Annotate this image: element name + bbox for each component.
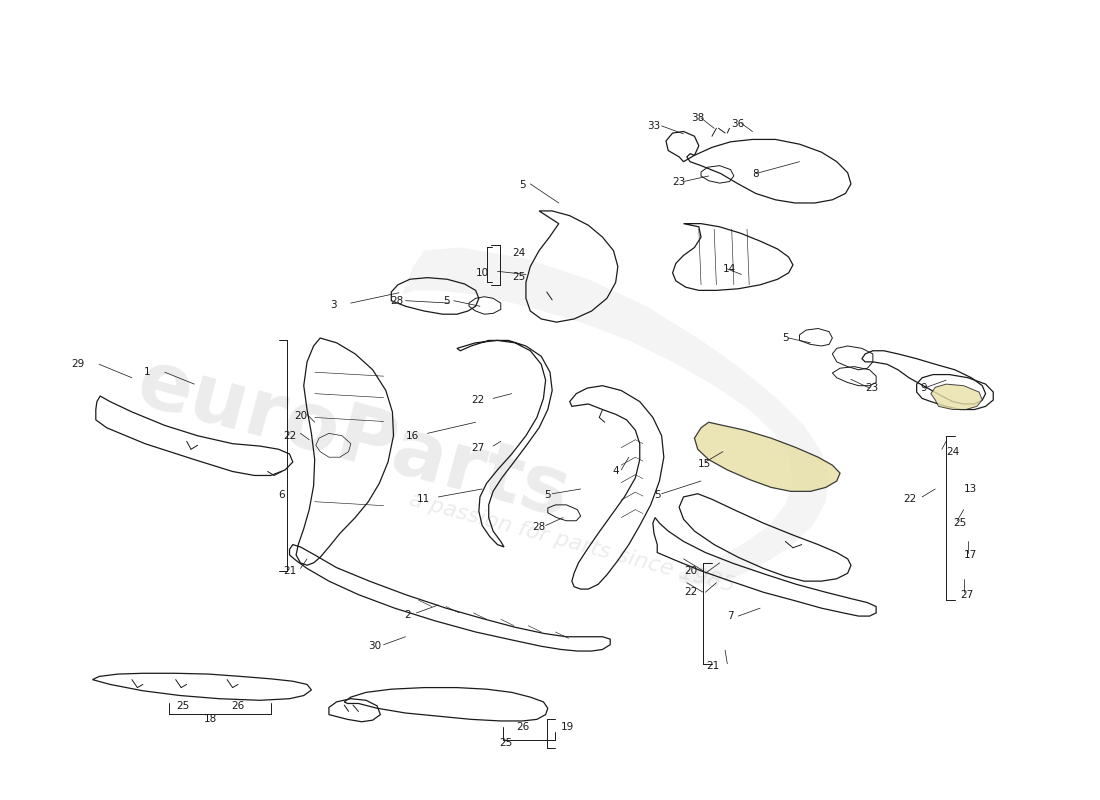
Text: 5: 5 bbox=[782, 333, 789, 343]
Text: 7: 7 bbox=[727, 611, 734, 621]
Text: 14: 14 bbox=[723, 264, 736, 274]
Text: 22: 22 bbox=[684, 587, 697, 598]
Text: 18: 18 bbox=[205, 714, 218, 724]
Polygon shape bbox=[931, 384, 982, 410]
Text: 3: 3 bbox=[330, 300, 337, 310]
Text: 29: 29 bbox=[72, 359, 85, 370]
Text: 5: 5 bbox=[442, 296, 449, 306]
Text: 16: 16 bbox=[406, 430, 419, 441]
Text: euroParts: euroParts bbox=[129, 345, 578, 535]
Text: 24: 24 bbox=[946, 446, 959, 457]
Text: a passion for parts since 1985: a passion for parts since 1985 bbox=[407, 490, 737, 596]
Text: 38: 38 bbox=[691, 113, 704, 123]
Polygon shape bbox=[403, 247, 829, 584]
Text: 21: 21 bbox=[283, 566, 296, 576]
Text: 5: 5 bbox=[544, 490, 551, 500]
Text: 6: 6 bbox=[278, 490, 285, 500]
Text: 11: 11 bbox=[417, 494, 430, 504]
Text: 5: 5 bbox=[654, 490, 661, 500]
Text: 30: 30 bbox=[368, 642, 382, 651]
Text: 4: 4 bbox=[613, 466, 619, 477]
Text: 26: 26 bbox=[231, 701, 244, 711]
Text: 15: 15 bbox=[697, 458, 711, 469]
Text: 27: 27 bbox=[471, 442, 484, 453]
Text: 10: 10 bbox=[475, 268, 488, 278]
Text: 26: 26 bbox=[516, 722, 529, 732]
Text: 25: 25 bbox=[177, 701, 190, 711]
Text: 36: 36 bbox=[732, 118, 745, 129]
Text: 1: 1 bbox=[144, 367, 151, 377]
Text: 2: 2 bbox=[405, 610, 411, 619]
Text: 19: 19 bbox=[561, 722, 574, 732]
Text: 13: 13 bbox=[964, 484, 977, 494]
Text: 25: 25 bbox=[953, 518, 966, 528]
Text: 25: 25 bbox=[513, 272, 526, 282]
Text: 28: 28 bbox=[532, 522, 546, 532]
Polygon shape bbox=[694, 422, 840, 491]
Text: 20: 20 bbox=[294, 411, 307, 421]
Text: 22: 22 bbox=[471, 395, 484, 405]
Text: 22: 22 bbox=[283, 430, 296, 441]
Text: 24: 24 bbox=[513, 248, 526, 258]
Text: 28: 28 bbox=[390, 296, 404, 306]
Text: 5: 5 bbox=[519, 181, 526, 190]
Text: 9: 9 bbox=[920, 383, 926, 393]
Text: 8: 8 bbox=[752, 169, 759, 178]
Text: 27: 27 bbox=[960, 590, 974, 600]
Text: 17: 17 bbox=[964, 550, 977, 560]
Text: 23: 23 bbox=[866, 383, 879, 393]
Text: 33: 33 bbox=[647, 121, 661, 131]
Text: 20: 20 bbox=[684, 566, 697, 576]
Text: 23: 23 bbox=[672, 177, 685, 186]
Text: 25: 25 bbox=[499, 738, 513, 748]
Text: 21: 21 bbox=[706, 661, 719, 671]
Text: 22: 22 bbox=[903, 494, 916, 504]
